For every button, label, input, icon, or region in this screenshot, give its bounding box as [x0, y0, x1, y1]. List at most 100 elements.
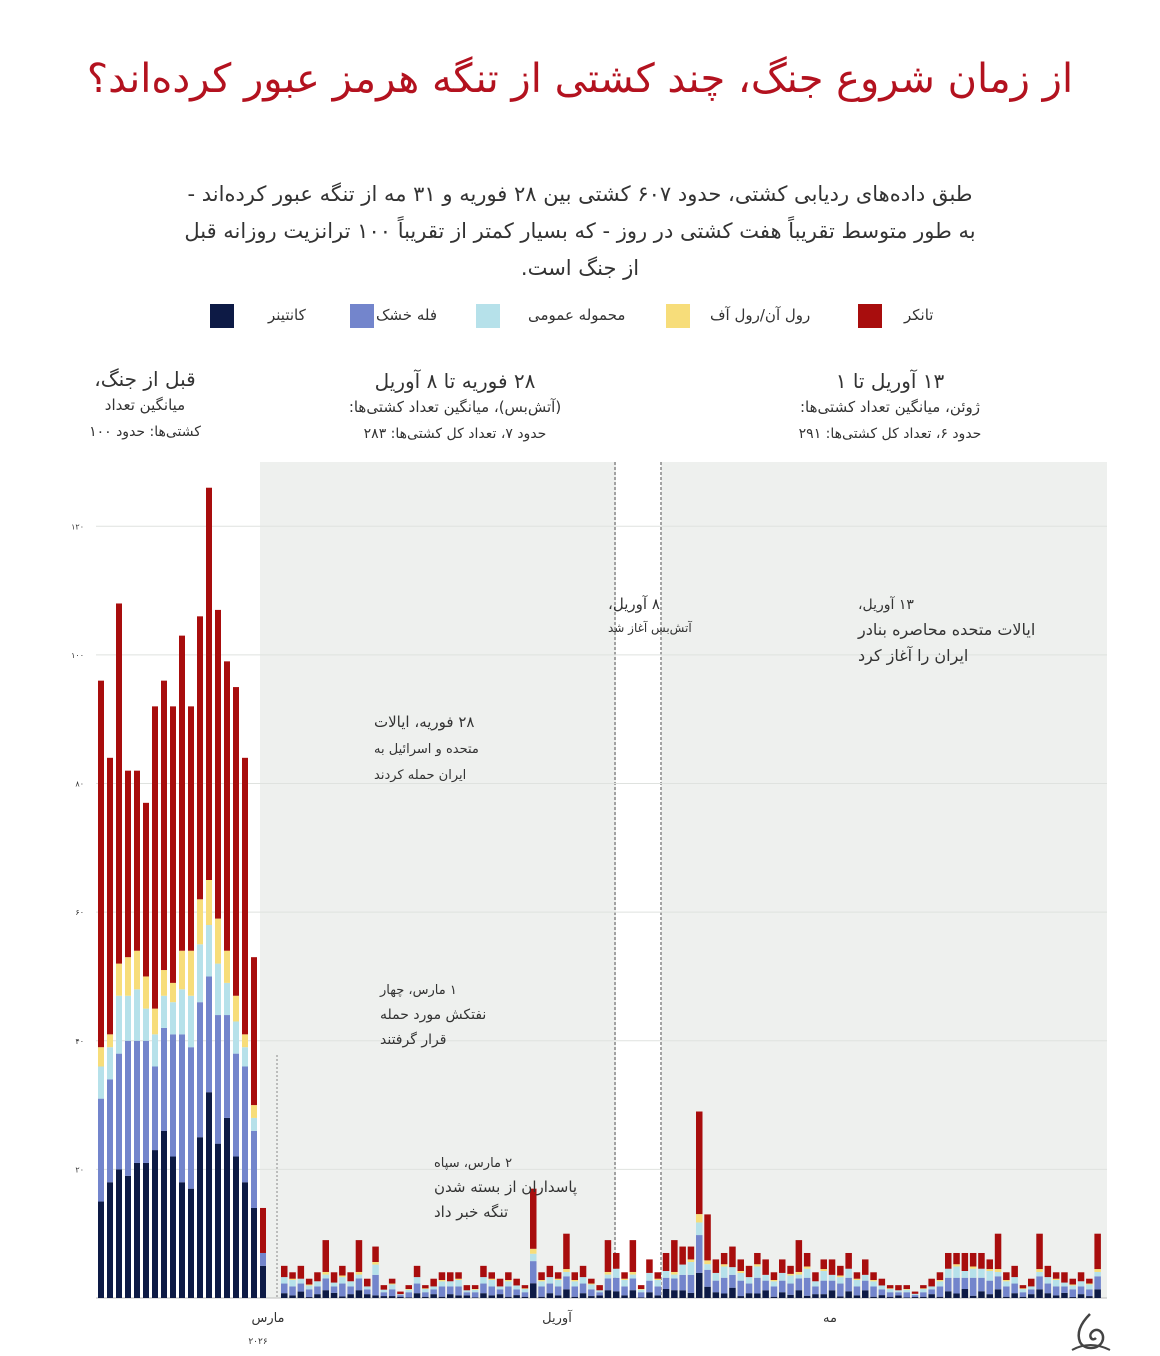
- legend-swatch-tanker: [858, 304, 882, 328]
- bar-container-segment: [886, 1296, 894, 1298]
- bar-roro-segment: [134, 950, 140, 990]
- bar-general-cargo-segment: [143, 1008, 149, 1041]
- bar-container-segment: [828, 1290, 836, 1298]
- bar-dry-bulk-segment: [281, 1283, 288, 1294]
- bar-container-segment: [322, 1290, 329, 1298]
- bar-dry-bulk-segment: [679, 1274, 686, 1291]
- bar-general-cargo-segment: [654, 1279, 661, 1287]
- bar-tanker-segment: [903, 1285, 910, 1289]
- ceasefire-gap: [616, 462, 661, 1298]
- bar-tanker-segment: [886, 1285, 894, 1289]
- bar-container-segment: [720, 1293, 728, 1298]
- period-prewar-line3: کشتی‌ها: حدود ۱۰۰: [89, 424, 201, 440]
- bar-general-cargo-segment: [242, 1047, 248, 1067]
- bar-general-cargo-segment: [116, 995, 122, 1054]
- legend-swatch-general-cargo: [476, 304, 500, 328]
- bar-tanker-segment: [679, 1246, 686, 1265]
- bar-dry-bulk-segment: [878, 1289, 886, 1296]
- bar-dry-bulk-segment: [116, 1053, 122, 1170]
- bar-roro-segment: [125, 957, 131, 996]
- bar-dry-bulk-segment: [397, 1295, 404, 1297]
- bar-container-segment: [413, 1293, 421, 1298]
- bar-container-segment: [820, 1294, 827, 1298]
- bar-tanker-segment: [1069, 1278, 1076, 1285]
- bar-tanker-segment: [1011, 1265, 1018, 1278]
- bar-roro-segment: [530, 1248, 537, 1254]
- bar-general-cargo-segment: [994, 1271, 1002, 1277]
- bar-dry-bulk-segment: [837, 1283, 844, 1297]
- bar-tanker-segment: [1052, 1272, 1060, 1279]
- bar-dry-bulk-segment: [1019, 1292, 1027, 1297]
- bar-dry-bulk-segment: [579, 1283, 587, 1294]
- bar-container-segment: [737, 1296, 744, 1298]
- bar-tanker-segment: [297, 1265, 305, 1279]
- bar-general-cargo-segment: [978, 1268, 985, 1278]
- bar-dry-bulk-segment: [347, 1286, 354, 1295]
- bar-container-segment: [837, 1296, 844, 1298]
- bar-container-segment: [471, 1297, 479, 1298]
- bar-container-segment: [355, 1290, 363, 1298]
- bar-tanker-segment: [388, 1278, 396, 1284]
- bar-dry-bulk-segment: [1011, 1283, 1018, 1294]
- bar-roro-segment: [305, 1284, 313, 1286]
- x-tick-label: مارس: [251, 1311, 284, 1326]
- bar-dry-bulk-segment: [305, 1289, 313, 1298]
- bar-general-cargo-segment: [828, 1274, 836, 1281]
- annotation-mar1: ۱ مارس، چهار: [379, 983, 457, 998]
- bar-tanker-segment: [380, 1285, 388, 1290]
- bar-roro-segment: [637, 1288, 645, 1290]
- bar-tanker-segment: [289, 1272, 296, 1279]
- bar-general-cargo-segment: [224, 982, 230, 1016]
- bar-general-cargo-segment: [886, 1288, 894, 1293]
- bar-container-segment: [994, 1289, 1002, 1298]
- bar-dry-bulk-segment: [152, 1066, 158, 1151]
- bar-tanker-segment: [125, 770, 131, 958]
- bar-general-cargo-segment: [463, 1290, 471, 1293]
- bar-tanker-segment: [604, 1240, 612, 1272]
- bar-roro-segment: [116, 963, 122, 996]
- bar-tanker-segment: [447, 1272, 454, 1282]
- bar-roro-segment: [671, 1271, 678, 1275]
- bar-tanker-segment: [870, 1272, 877, 1280]
- bar-roro-segment: [289, 1278, 296, 1280]
- bar-general-cargo-segment: [729, 1267, 736, 1275]
- bar-dry-bulk-segment: [455, 1286, 462, 1296]
- bar-dry-bulk-segment: [413, 1283, 421, 1294]
- bar-dry-bulk-segment: [928, 1289, 935, 1295]
- period-prewar-line1: قبل از جنگ،: [94, 367, 196, 391]
- bar-tanker-segment: [134, 770, 140, 951]
- bar-general-cargo-segment: [281, 1277, 288, 1284]
- bar-dry-bulk-segment: [745, 1283, 753, 1294]
- bar-roro-segment: [886, 1288, 894, 1289]
- bar-tanker-segment: [1036, 1233, 1043, 1270]
- bar-dry-bulk-segment: [571, 1286, 578, 1297]
- bar-container-segment: [803, 1295, 811, 1298]
- bar-tanker-segment: [994, 1233, 1002, 1270]
- period-blockade-line1: ۱۳ آوریل تا ۱: [835, 369, 945, 393]
- bar-dry-bulk-segment: [953, 1277, 960, 1294]
- bar-container-segment: [134, 1162, 140, 1298]
- bar-dry-bulk-segment: [870, 1286, 877, 1297]
- bar-tanker-segment: [405, 1285, 412, 1289]
- bar-roro-segment: [1003, 1279, 1010, 1282]
- bar-roro-segment: [737, 1270, 744, 1273]
- bar-roro-segment: [903, 1288, 910, 1290]
- bar-general-cargo-segment: [737, 1272, 744, 1281]
- bar-tanker-segment: [588, 1278, 595, 1284]
- bar-container-segment: [853, 1295, 861, 1298]
- bar-dry-bulk-segment: [637, 1292, 645, 1298]
- bar-roro-segment: [455, 1278, 462, 1280]
- bar-general-cargo-segment: [604, 1274, 612, 1279]
- bar-roro-segment: [720, 1264, 728, 1267]
- bar-general-cargo-segment: [646, 1272, 653, 1281]
- bar-container-segment: [588, 1296, 595, 1298]
- legend-label-roro: رول آن/رول آف: [710, 306, 811, 324]
- bar-general-cargo-segment: [134, 989, 140, 1041]
- bar-dry-bulk-segment: [812, 1286, 819, 1295]
- bar-roro-segment: [251, 1105, 257, 1118]
- bar-tanker-segment: [197, 616, 203, 900]
- legend-label-general-cargo: محموله عمومی: [528, 306, 626, 324]
- bar-dry-bulk-segment: [161, 1027, 167, 1131]
- bar-general-cargo-segment: [720, 1266, 728, 1278]
- bar-general-cargo-segment: [1094, 1271, 1101, 1277]
